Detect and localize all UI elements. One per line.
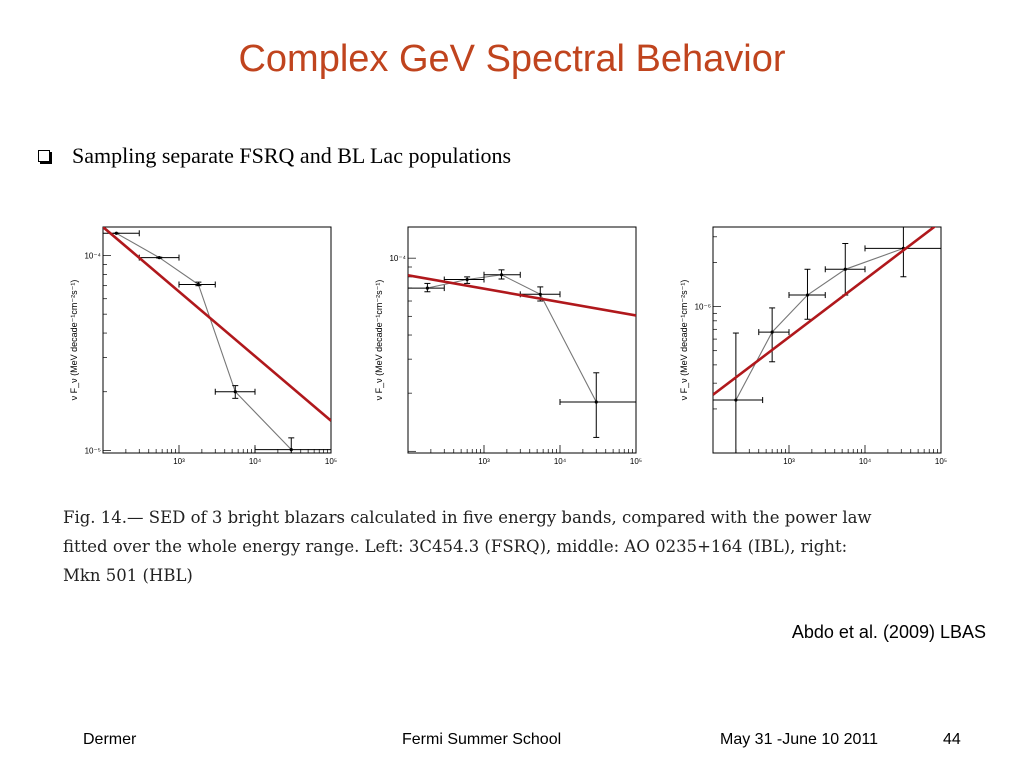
x-tick-label: 10³: [173, 457, 185, 466]
y-axis-label: ν F_ν (MeV decade⁻¹cm⁻²s⁻¹): [69, 280, 79, 401]
data-point: [843, 267, 847, 271]
plot-frame: [712, 226, 942, 454]
x-axis-label: E (MeV): [505, 469, 538, 470]
x-tick-label: 10³: [783, 457, 795, 466]
data-point: [196, 282, 201, 287]
x-tick-label: 10⁵: [935, 457, 947, 466]
data-point: [594, 400, 598, 404]
data-point: [465, 277, 469, 282]
data-point: [770, 330, 774, 334]
y-tick-label: 10⁻⁴: [84, 251, 101, 260]
y-tick-label: 10⁻⁶: [695, 303, 711, 312]
y-axis-label: ν F_ν (MeV decade⁻¹cm⁻²s⁻¹): [374, 280, 384, 401]
data-point: [805, 293, 810, 297]
plot-frame: [407, 226, 637, 454]
y-axis-label: ν F_ν (MeV decade⁻¹cm⁻²s⁻¹): [679, 280, 689, 401]
x-tick-label: 10⁴: [249, 457, 262, 466]
x-tick-label: 10⁵: [630, 457, 642, 466]
data-point: [538, 292, 542, 296]
power-law-fit-line: [713, 227, 937, 396]
x-tick-label: 10³: [478, 457, 490, 466]
data-point: [289, 447, 293, 452]
data-point: [425, 286, 430, 290]
data-point: [734, 398, 738, 402]
data-point: [157, 256, 161, 260]
caption-line-3: Mkn 501 (HBL): [63, 566, 193, 585]
x-axis-label: E (MeV): [810, 469, 843, 470]
bullet-item: Sampling separate FSRQ and BL Lac popula…: [38, 143, 511, 169]
slide-title: Complex GeV Spectral Behavior: [238, 38, 786, 80]
footer-page-number: 44: [943, 731, 961, 748]
caption-line-2: fitted over the whole energy range. Left…: [63, 537, 848, 556]
citation-credit: Abdo et al. (2009) LBAS: [791, 622, 986, 642]
x-axis-label: E (MeV): [200, 469, 233, 470]
x-tick-label: 10⁴: [859, 457, 872, 466]
data-point: [233, 390, 237, 394]
footer-author: Dermer: [83, 731, 137, 748]
checkbox-bullet-icon: [38, 150, 50, 162]
chart-right-hbl: 10³ 10⁴ 10⁵ 10⁻⁶ E (MeV) ν F_ν (MeV decade⁻¹c…: [679, 226, 947, 470]
data-point: [499, 273, 504, 277]
power-law-fit-line: [408, 274, 636, 317]
y-tick-label: 10⁻⁵: [85, 446, 101, 455]
power-law-fit-line: [103, 227, 331, 422]
data-point: [114, 231, 118, 235]
chart-left-fsrq: 10³ 10⁴ 10⁵ 10⁻⁴ 10⁻⁵ E (MeV) ν F_ν (MeV decad…: [69, 226, 337, 470]
chart-middle-ibl: 10³ 10⁴ 10⁵ 10⁻⁴ E (MeV) ν F_ν (MeV decade⁻¹c…: [374, 226, 642, 470]
footer-event: Fermi Summer School: [402, 731, 562, 748]
footer-date: May 31 -June 10 2011: [720, 731, 879, 748]
figure-caption: Fig. 14.— SED of 3 bright blazars calcul…: [63, 503, 983, 590]
caption-line-1: Fig. 14.— SED of 3 bright blazars calcul…: [63, 508, 872, 527]
bullet-text: Sampling separate FSRQ and BL Lac popula…: [72, 143, 512, 168]
x-tick-label: 10⁵: [325, 457, 337, 466]
x-tick-label: 10⁴: [554, 457, 567, 466]
y-tick-label: 10⁻⁴: [389, 254, 406, 263]
